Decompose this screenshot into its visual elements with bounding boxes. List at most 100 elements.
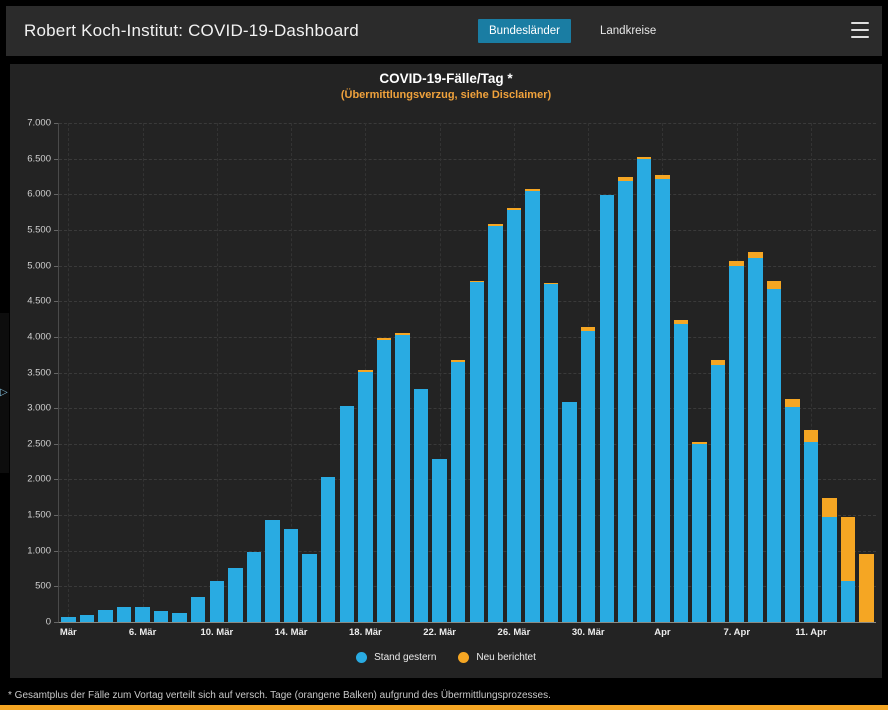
- bar-segment-neu-berichtet: [785, 398, 800, 408]
- bar-segment-stand-gestern: [673, 324, 689, 622]
- bar-segment-stand-gestern: [153, 610, 169, 622]
- bar[interactable]: [246, 551, 262, 622]
- x-axis-label: 10. Mär: [200, 627, 234, 638]
- bar-slot: [523, 123, 542, 622]
- tab-bundeslaender[interactable]: Bundesländer: [478, 19, 571, 43]
- bar[interactable]: [636, 156, 652, 622]
- bar[interactable]: [488, 224, 503, 622]
- x-axis-label: 11. Apr: [795, 627, 827, 638]
- bar-slot: [486, 123, 505, 622]
- bar[interactable]: [803, 429, 819, 622]
- y-gridline: [59, 301, 876, 303]
- bar[interactable]: [562, 401, 577, 622]
- bar-segment-neu-berichtet: [803, 429, 819, 443]
- y-axis-label: 3.500: [27, 367, 51, 378]
- bar[interactable]: [543, 282, 559, 622]
- bar-segment-neu-berichtet: [636, 156, 652, 160]
- y-tick-mark: [54, 158, 58, 160]
- bar-segment-stand-gestern: [785, 407, 800, 622]
- bar[interactable]: [61, 617, 76, 622]
- bar-segment-neu-berichtet: [618, 177, 633, 181]
- bar[interactable]: [655, 175, 670, 622]
- bar-slot: [208, 123, 227, 622]
- bar-segment-stand-gestern: [320, 476, 336, 622]
- bar[interactable]: [153, 610, 169, 622]
- bar-slot: [690, 123, 709, 622]
- bar[interactable]: [525, 188, 540, 622]
- bar-slot: [375, 123, 394, 622]
- bar[interactable]: [822, 497, 837, 622]
- bar[interactable]: [265, 520, 280, 622]
- bar-segment-neu-berichtet: [859, 554, 874, 622]
- y-axis-label: 1.000: [27, 545, 51, 557]
- bar-slot: [597, 123, 616, 622]
- bar-segment-stand-gestern: [469, 282, 484, 622]
- y-gridline: [59, 515, 876, 517]
- bar-segment-stand-gestern: [135, 607, 150, 622]
- bar[interactable]: [599, 195, 614, 622]
- bar[interactable]: [172, 613, 187, 622]
- legend-swatch-blue-icon: [356, 652, 368, 663]
- bar-segment-stand-gestern: [358, 372, 373, 622]
- bar[interactable]: [358, 370, 373, 622]
- x-axis-label: 14. Mär: [274, 627, 308, 638]
- bar-segment-stand-gestern: [432, 458, 447, 622]
- bar[interactable]: [339, 406, 355, 622]
- bar[interactable]: [283, 529, 299, 622]
- sidebar-expand-arrow[interactable]: ▷: [0, 387, 8, 398]
- y-axis-label: 0: [45, 616, 51, 628]
- y-gridline: [59, 123, 876, 124]
- bar[interactable]: [450, 360, 466, 622]
- y-tick-mark: [54, 265, 58, 267]
- bar[interactable]: [302, 554, 317, 622]
- y-tick-mark: [54, 479, 58, 481]
- bar[interactable]: [506, 207, 522, 622]
- disclaimer-footnote: * Gesamtplus der Fälle zum Vortag vertei…: [8, 690, 551, 701]
- bar[interactable]: [785, 398, 800, 622]
- bar[interactable]: [710, 360, 726, 622]
- bar[interactable]: [748, 252, 763, 622]
- y-tick-mark: [54, 229, 58, 231]
- bar[interactable]: [191, 596, 206, 622]
- bar[interactable]: [413, 388, 429, 622]
- bar[interactable]: [840, 517, 856, 622]
- legend-item-stand-gestern[interactable]: Stand gestern: [356, 652, 436, 663]
- bar[interactable]: [766, 281, 782, 622]
- bar-segment-neu-berichtet: [450, 360, 466, 362]
- bar-slot: [226, 123, 245, 622]
- bar[interactable]: [859, 554, 874, 622]
- bar[interactable]: [135, 607, 150, 622]
- y-axis-label: 5.500: [27, 224, 51, 236]
- bar-segment-stand-gestern: [803, 442, 819, 622]
- bar-slot: [170, 123, 189, 622]
- bar[interactable]: [98, 609, 113, 622]
- menu-hamburger-icon[interactable]: [850, 21, 870, 39]
- bar[interactable]: [692, 441, 707, 622]
- bar-slot: [542, 123, 561, 622]
- x-gridline: [216, 123, 218, 622]
- bar[interactable]: [320, 476, 336, 622]
- bar-slot: [133, 123, 152, 622]
- y-axis-label: 5.000: [27, 260, 51, 272]
- bar-segment-stand-gestern: [488, 226, 503, 622]
- bar-segment-neu-berichtet: [822, 497, 837, 518]
- bar-slot: [152, 123, 171, 622]
- bar[interactable]: [79, 614, 95, 622]
- bar[interactable]: [228, 568, 243, 622]
- bar[interactable]: [580, 326, 596, 622]
- bar[interactable]: [469, 280, 484, 622]
- legend-item-neu-berichtet[interactable]: Neu berichtet: [458, 652, 536, 663]
- y-tick-mark: [54, 443, 58, 445]
- bar[interactable]: [376, 338, 392, 622]
- tab-landkreise[interactable]: Landkreise: [599, 25, 657, 37]
- bar[interactable]: [673, 319, 689, 622]
- bar-slot: [300, 123, 319, 622]
- bar[interactable]: [729, 260, 744, 622]
- bar-slot: [189, 123, 208, 622]
- bar[interactable]: [618, 177, 633, 622]
- bar-slot: [78, 123, 97, 622]
- bar[interactable]: [209, 581, 225, 622]
- bar[interactable]: [432, 458, 447, 622]
- bar[interactable]: [395, 333, 410, 622]
- bar[interactable]: [116, 607, 132, 622]
